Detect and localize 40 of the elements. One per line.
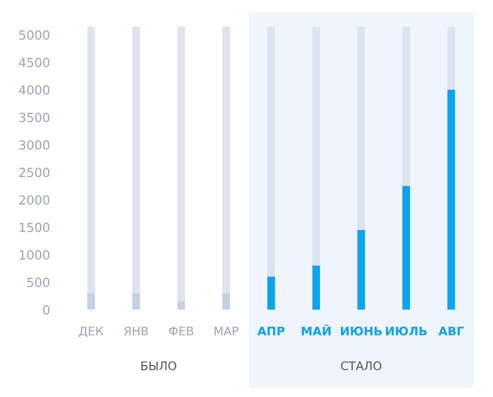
bar (402, 26, 410, 186)
bar (312, 26, 320, 266)
text: БЫЛО (141, 361, 176, 370)
bar (447, 26, 456, 90)
bar (222, 293, 230, 310)
y-tick-label: 2500 (19, 168, 50, 178)
y-tick-label: 4000 (19, 85, 50, 95)
x-tick-label: МАР (214, 326, 238, 336)
y-tick-label: 1000 (20, 250, 50, 260)
bar (132, 293, 140, 310)
bar (267, 26, 275, 277)
x-tick-label: МАЙ (302, 324, 330, 336)
y-tick-label: 4500 (19, 58, 50, 68)
x-tick-label: АВГ (438, 326, 464, 336)
bar (402, 186, 410, 310)
bar (447, 90, 456, 310)
x-tick-label: АПР (257, 326, 284, 336)
bar (357, 26, 365, 230)
y-tick-label: 3000 (19, 140, 50, 150)
bar (87, 293, 95, 310)
bar (177, 301, 185, 310)
bar (132, 26, 140, 294)
bar (357, 230, 365, 310)
x-tick-label: ЯНВ (124, 326, 148, 336)
bar (267, 276, 275, 310)
y-tick-label: 0 (43, 305, 50, 315)
y-tick-label: 3500 (19, 112, 50, 122)
bar (87, 26, 95, 294)
y-tick-label: 5000 (19, 30, 50, 40)
x-tick-label: ИЮЛЬ (386, 326, 427, 336)
x-tick-label: ДЕК (79, 326, 104, 338)
y-tick-label: 1500 (20, 222, 50, 232)
y-tick-label: 2000 (19, 195, 50, 205)
bar (177, 26, 185, 302)
bar (312, 266, 320, 310)
bar (222, 26, 230, 294)
x-tick-label: ФЕВ (168, 326, 194, 336)
y-tick-label: 500 (27, 278, 50, 288)
band-label: СТАЛО (340, 361, 382, 370)
x-tick-label: ИЮНЬ (340, 326, 382, 336)
